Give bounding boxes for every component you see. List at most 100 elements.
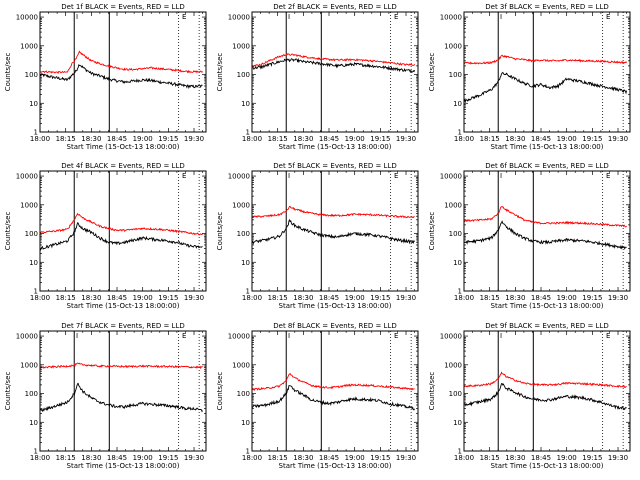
y-tick-label: 1 — [34, 448, 38, 456]
chart-panel-2: Det 2f BLACK = Events, RED = LLD I E 1 10 100… — [216, 3, 419, 151]
x-tick-label: 19:30 — [184, 135, 204, 143]
x-tick-label: 19:15 — [158, 454, 178, 462]
y-tick-label: 1000 — [20, 201, 38, 209]
x-tick-label: 19:00 — [133, 135, 153, 143]
marker-letter: E — [182, 13, 186, 21]
series-line-events — [252, 57, 416, 74]
x-tick-label: 18:30 — [505, 454, 525, 462]
y-tick-label: 10000 — [228, 14, 250, 22]
marker-letter: E — [606, 172, 610, 180]
x-tick-label: 19:00 — [345, 294, 365, 302]
x-tick-label: 18:00 — [30, 294, 50, 302]
x-axis-label: Start Time (15-Oct-13 18:00:00) — [67, 143, 180, 151]
y-axis-label: Counts/sec — [216, 212, 224, 251]
y-tick-label: 1000 — [232, 201, 250, 209]
plot-frame — [39, 170, 207, 292]
chart-panel-6: Det 6f BLACK = Events, RED = LLD I E 1 10 100… — [428, 162, 631, 310]
series-line-lld — [40, 212, 204, 236]
x-tick-label: 19:15 — [158, 135, 178, 143]
x-tick-label: 19:30 — [608, 454, 628, 462]
y-tick-label: 10 — [241, 100, 250, 108]
chart-title: Det 5f BLACK = Events, RED = LLD — [273, 162, 396, 170]
x-tick-label: 19:30 — [396, 454, 416, 462]
chart-panel-8: Det 8f BLACK = Events, RED = LLD I E 1 10 100… — [216, 322, 419, 470]
y-tick-label: 100 — [449, 71, 462, 79]
series-traces — [40, 212, 204, 251]
marker-letter: I — [500, 13, 502, 21]
series-line-events — [252, 385, 415, 411]
x-axis-label: Start Time (15-Oct-13 18:00:00) — [67, 302, 180, 310]
marker-letter: I — [500, 172, 502, 180]
plot-frame — [463, 11, 631, 133]
series-traces — [252, 372, 415, 411]
marker-letter: I — [288, 172, 290, 180]
x-tick-label: 18:45 — [107, 135, 127, 143]
y-tick-label: 10 — [453, 419, 462, 427]
y-tick-label: 1000 — [444, 361, 462, 369]
y-tick-label: 100 — [449, 390, 462, 398]
series-traces — [464, 371, 627, 411]
x-tick-label: 19:00 — [557, 135, 577, 143]
chart-title: Det 2f BLACK = Events, RED = LLD — [273, 3, 396, 11]
series-line-lld — [40, 362, 203, 370]
x-tick-label: 18:30 — [81, 294, 101, 302]
marker-letter: E — [606, 13, 610, 21]
x-axis-label: Start Time (15-Oct-13 18:00:00) — [491, 462, 604, 470]
x-tick-label: 19:15 — [370, 135, 390, 143]
x-tick-label: 18:15 — [480, 294, 500, 302]
x-tick-label: 19:15 — [370, 294, 390, 302]
series-line-lld — [464, 371, 627, 389]
y-axis-label: Counts/sec — [4, 53, 12, 92]
x-tick-label: 18:15 — [480, 135, 500, 143]
x-tick-label: 18:15 — [268, 294, 288, 302]
plot-frame — [463, 330, 631, 452]
y-tick-label: 1 — [246, 129, 250, 137]
x-tick-label: 19:30 — [608, 135, 628, 143]
y-tick-label: 10000 — [16, 333, 38, 341]
marker-letter: I — [500, 332, 502, 340]
x-tick-label: 19:00 — [557, 294, 577, 302]
y-axis-label: Counts/sec — [216, 372, 224, 411]
x-tick-label: 18:30 — [293, 454, 313, 462]
x-tick-label: 18:45 — [531, 454, 551, 462]
series-line-lld — [464, 54, 627, 65]
series-traces — [464, 205, 627, 250]
y-tick-label: 1 — [246, 448, 250, 456]
x-tick-label: 19:00 — [345, 135, 365, 143]
y-tick-label: 1000 — [20, 361, 38, 369]
series-traces — [40, 362, 203, 413]
x-tick-label: 18:15 — [480, 454, 500, 462]
x-tick-label: 19:30 — [396, 135, 416, 143]
y-tick-label: 10 — [241, 419, 250, 427]
y-tick-label: 10 — [241, 259, 250, 267]
series-line-events — [464, 220, 627, 250]
plot-frame — [251, 11, 419, 133]
marker-letter: I — [288, 332, 290, 340]
series-traces — [252, 53, 416, 74]
x-tick-label: 18:45 — [107, 454, 127, 462]
marker-letter: I — [76, 332, 78, 340]
x-tick-label: 18:00 — [242, 135, 262, 143]
y-tick-label: 10 — [29, 259, 38, 267]
chart-title: Det 9f BLACK = Events, RED = LLD — [485, 322, 608, 330]
y-tick-label: 10 — [29, 100, 38, 108]
x-axis-label: Start Time (15-Oct-13 18:00:00) — [491, 302, 604, 310]
series-line-lld — [252, 205, 415, 219]
x-tick-label: 18:30 — [81, 454, 101, 462]
y-tick-label: 100 — [25, 71, 38, 79]
x-tick-label: 18:30 — [81, 135, 101, 143]
y-tick-label: 10000 — [228, 333, 250, 341]
chart-panel-9: Det 9f BLACK = Events, RED = LLD I E 1 10 100… — [428, 322, 631, 470]
y-tick-label: 1000 — [232, 361, 250, 369]
x-tick-label: 18:15 — [56, 294, 76, 302]
y-tick-label: 1 — [34, 288, 38, 296]
y-axis-label: Counts/sec — [428, 372, 436, 411]
chart-panel-3: Det 3f BLACK = Events, RED = LLD I E 1 10 100… — [428, 3, 631, 151]
chart-title: Det 3f BLACK = Events, RED = LLD — [485, 3, 608, 11]
plot-frame — [39, 330, 207, 452]
y-tick-label: 1000 — [444, 42, 462, 50]
y-axis-label: Counts/sec — [4, 372, 12, 411]
series-line-lld — [252, 53, 415, 68]
y-tick-label: 10 — [453, 100, 462, 108]
